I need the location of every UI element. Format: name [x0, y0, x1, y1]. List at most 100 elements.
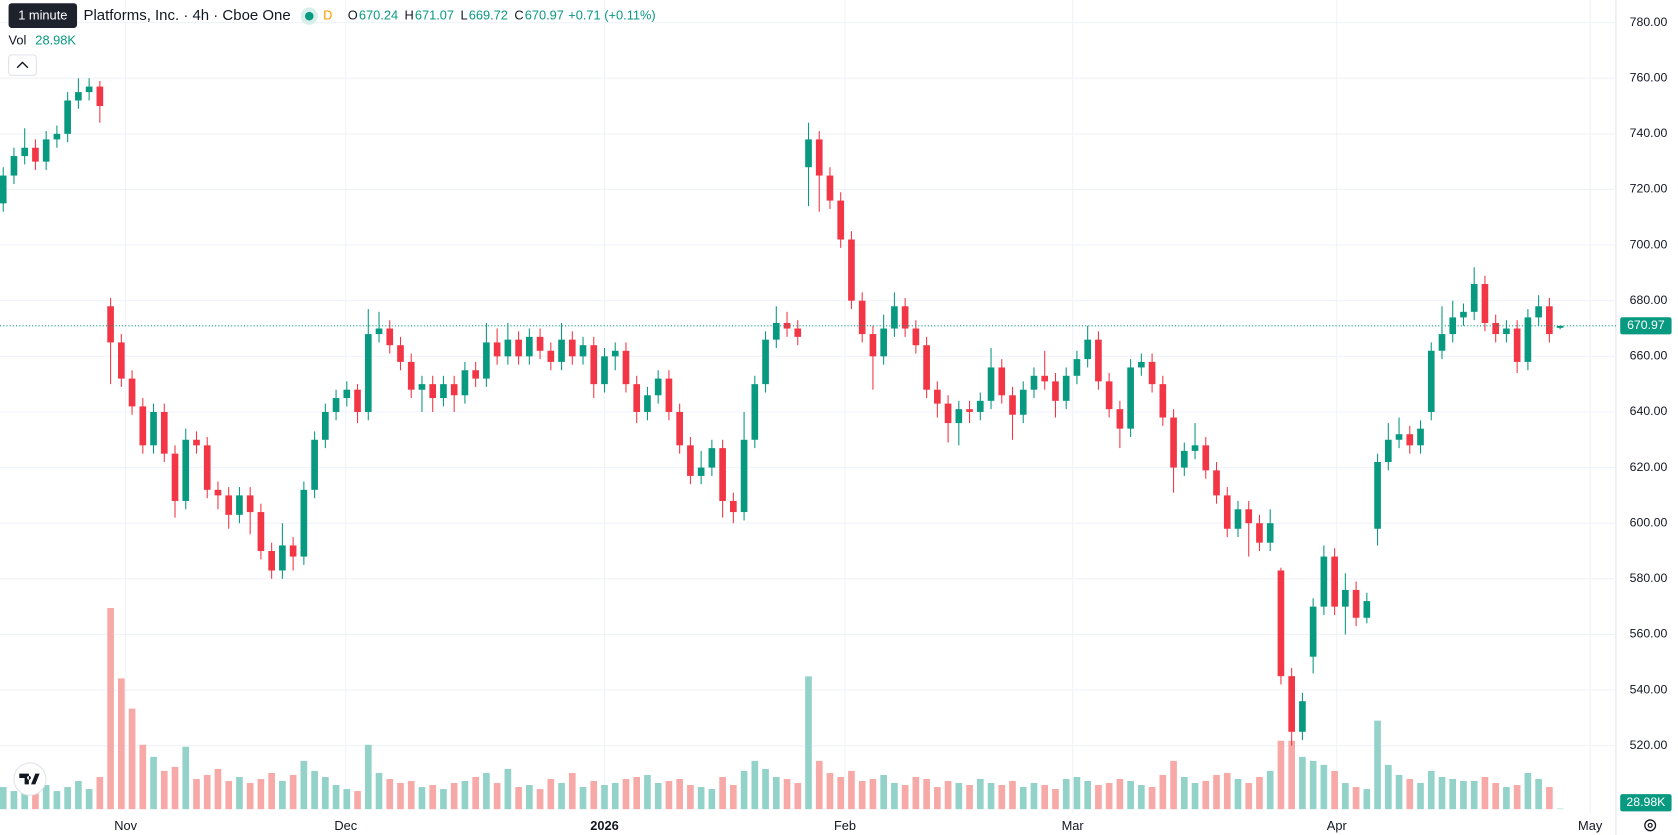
candle-body [730, 500, 737, 513]
volume-bar [386, 778, 394, 810]
candle-body [236, 495, 243, 515]
volume-bar [1503, 787, 1510, 810]
candle-body [1084, 339, 1091, 360]
ohlc-value: 669.72 [469, 8, 508, 23]
candle-body [1288, 676, 1295, 732]
candle-body [193, 439, 200, 446]
volume-bar [75, 781, 82, 810]
candle-body [1556, 325, 1564, 328]
candle-body [697, 467, 705, 476]
ohlc-key: L [461, 8, 468, 23]
volume-bar [1073, 776, 1081, 810]
volume-bar [794, 783, 802, 810]
volume-bar [1234, 778, 1242, 810]
candle-body [923, 345, 930, 390]
volume-bar [1535, 778, 1542, 810]
volume-bar [1417, 783, 1424, 810]
volume-bar [21, 783, 29, 810]
volume-bar [740, 770, 748, 810]
volume-bar [579, 787, 587, 810]
candle-body [590, 345, 598, 385]
candle-body [246, 495, 254, 513]
candle-body [654, 378, 662, 396]
candle-body [128, 378, 136, 407]
volume-bar [504, 768, 512, 810]
x-tick-label: Dec [334, 818, 357, 833]
candle-body [1535, 306, 1542, 318]
candle-body [751, 384, 759, 440]
candle-body [1009, 395, 1016, 415]
y-tick-label: 520.00 [1630, 738, 1668, 752]
candle-body [64, 100, 71, 134]
candle-body [794, 328, 802, 337]
y-tick-label: 780.00 [1630, 15, 1668, 29]
volume-bar [493, 783, 501, 810]
candle-body [1417, 428, 1424, 446]
volume-bar [1288, 740, 1295, 810]
candle-body [42, 139, 50, 162]
candle-body [289, 545, 297, 557]
candle-body [504, 339, 512, 357]
last-price-label: 670.97 [1627, 318, 1665, 332]
volume-bar [558, 783, 565, 810]
volume-legend-value: 28.98K [35, 32, 76, 47]
candle-body [912, 328, 920, 346]
volume-bar [364, 744, 372, 810]
volume-bar [826, 772, 834, 810]
candle-body [407, 361, 415, 390]
volume-bar [1223, 772, 1231, 810]
candle-body [300, 489, 308, 557]
candle-body [139, 406, 147, 446]
candle-body [1524, 317, 1532, 362]
candle-body [450, 384, 458, 396]
volume-bar [182, 746, 190, 810]
candle-body [203, 445, 211, 490]
candle-body [225, 495, 233, 515]
volume-bar [118, 678, 125, 810]
candle-body [1449, 317, 1457, 335]
ohlc-key: C [514, 8, 523, 23]
candle-body [1309, 606, 1317, 657]
candle-body [1138, 361, 1145, 368]
candle-body [1148, 361, 1156, 385]
volume-bar [837, 776, 845, 810]
y-tick-label: 640.00 [1630, 404, 1668, 418]
volume-bar [1019, 787, 1027, 810]
candle-body [493, 342, 501, 357]
candle-body [107, 306, 114, 343]
candle-body [901, 306, 909, 329]
volume-bar [64, 787, 71, 810]
volume-bar [665, 781, 673, 810]
candle-body [257, 512, 265, 552]
candle-body [472, 370, 479, 379]
ohlc-legend: O 670.24 H 671.07 L 669.72 C 670.97 +0.71 (+0.11… [348, 8, 656, 23]
settings-icon[interactable] [1644, 819, 1657, 832]
candle-body [966, 409, 973, 412]
candle-body [687, 445, 694, 476]
volume-bar [633, 776, 641, 810]
y-tick-label: 580.00 [1630, 571, 1668, 585]
volume-bar [1159, 774, 1167, 810]
candle-body [1191, 445, 1199, 451]
volume-bar [42, 785, 50, 810]
volume-bar [1363, 789, 1371, 810]
candle-body [1299, 701, 1306, 732]
volume-bar [568, 772, 576, 810]
collapse-icon [16, 61, 29, 69]
status-dot [304, 11, 314, 21]
candle-body [848, 239, 855, 301]
candle-body [601, 356, 608, 385]
candle-body [944, 403, 952, 424]
candle-body [1180, 450, 1188, 468]
volume-bar [322, 776, 329, 810]
collapse-button[interactable] [8, 54, 37, 76]
volume-bar [450, 783, 458, 810]
volume-bar [343, 789, 351, 810]
volume-bar [719, 776, 726, 810]
volume-bar [1427, 770, 1435, 810]
volume-bar [150, 756, 157, 810]
volume-bar [601, 785, 608, 810]
candle-body [611, 350, 619, 357]
x-tick-label: 2026 [590, 818, 619, 833]
